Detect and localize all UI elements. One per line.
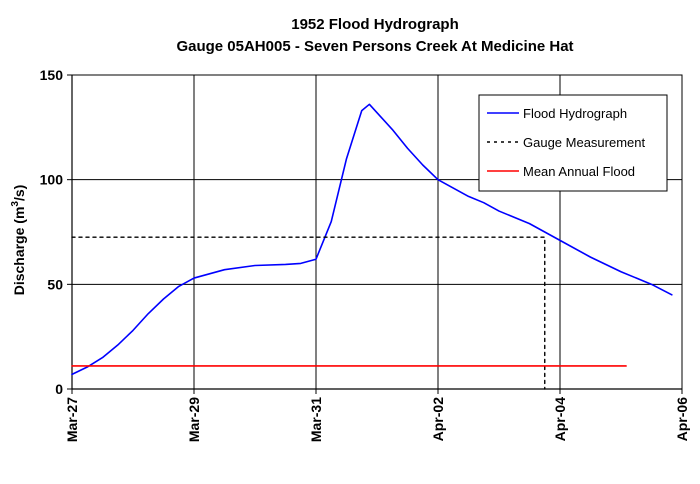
x-tick-label: Apr-06 — [674, 397, 690, 442]
y-tick-label: 0 — [55, 381, 63, 397]
series-flood-hydrograph — [71, 103, 673, 376]
y-axis-label-tail: /s) — [11, 185, 27, 201]
x-tick-label: Apr-02 — [430, 397, 446, 442]
x-tick-label: Apr-04 — [552, 397, 568, 442]
y-tick-label: 50 — [47, 276, 63, 292]
x-tick-label: Mar-27 — [64, 397, 80, 442]
y-axis-label: Discharge (m3/s) — [10, 185, 27, 296]
series-lines — [71, 103, 673, 390]
legend-label: Flood Hydrograph — [523, 106, 627, 121]
x-tick-label: Mar-31 — [308, 397, 324, 442]
axes — [67, 74, 683, 394]
legend-box — [478, 94, 668, 192]
legend-label: Mean Annual Flood — [523, 164, 635, 179]
tick-labels: 0 50 100 150 Mar-27 Mar-29 Mar-31 Apr-02 Apr-04 A… — [40, 67, 690, 442]
series-gauge-measurement — [71, 236, 546, 390]
y-tick-label: 100 — [40, 172, 64, 188]
chart-title: 1952 Flood Hydrograph — [291, 16, 459, 33]
x-tick-label: Mar-29 — [186, 397, 202, 442]
y-axis-label-superscript: 3 — [10, 201, 21, 207]
chart-subtitle: Gauge 05AH005 - Seven Persons Creek At M… — [176, 38, 573, 55]
legend: Flood Hydrograph Gauge Measurement Mean An… — [478, 94, 668, 192]
y-tick-label: 150 — [40, 67, 64, 83]
y-axis-label-main: Discharge (m — [11, 207, 27, 296]
legend-label: Gauge Measurement — [523, 135, 646, 150]
